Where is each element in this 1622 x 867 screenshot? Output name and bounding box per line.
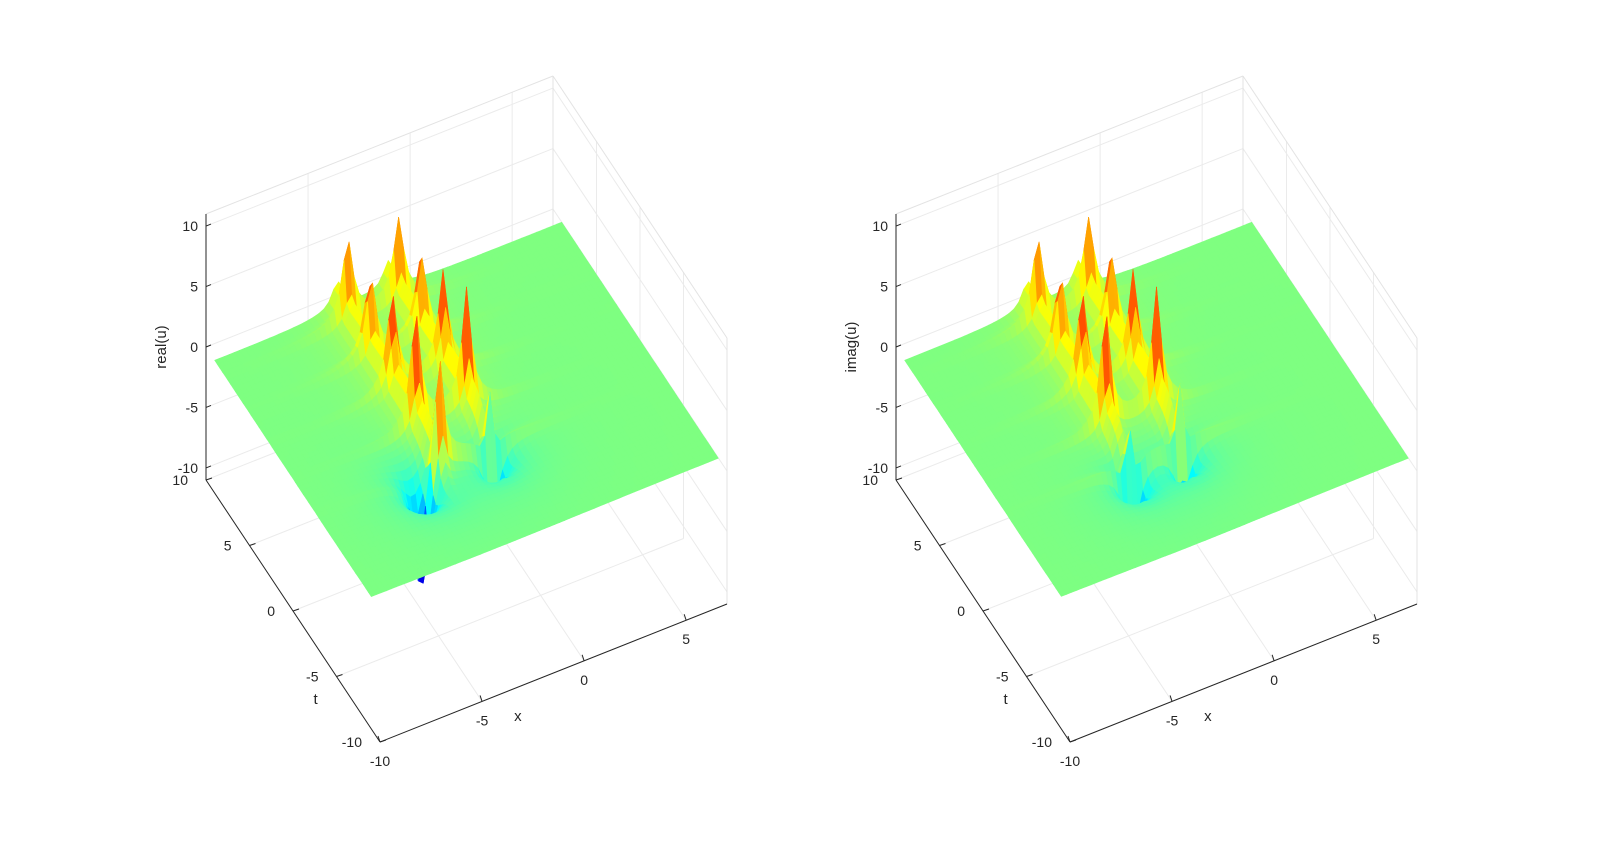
t-tick-label: 5 [224, 538, 232, 554]
x-axis-label: x [514, 708, 522, 725]
x-tick-label: 5 [682, 631, 690, 647]
t-axis-label: t [313, 691, 318, 708]
t-tick-label: 0 [267, 603, 275, 619]
z-tick-label: 5 [190, 279, 198, 295]
t-tick-label: -10 [342, 734, 362, 750]
surface-mesh [214, 217, 719, 597]
z-tick-label: 10 [182, 218, 198, 234]
x-tick-label: -5 [476, 712, 489, 728]
x-tick-label: -10 [370, 753, 390, 769]
t-tick-label: 10 [172, 472, 188, 488]
z-tick-label: -5 [186, 399, 199, 415]
surface-mesh [904, 217, 1409, 597]
z-tick-label: 0 [190, 339, 198, 355]
x-tick-label: 0 [580, 672, 588, 688]
t-tick-label: -5 [306, 669, 319, 685]
z-axis-label: real(u) [153, 325, 170, 368]
